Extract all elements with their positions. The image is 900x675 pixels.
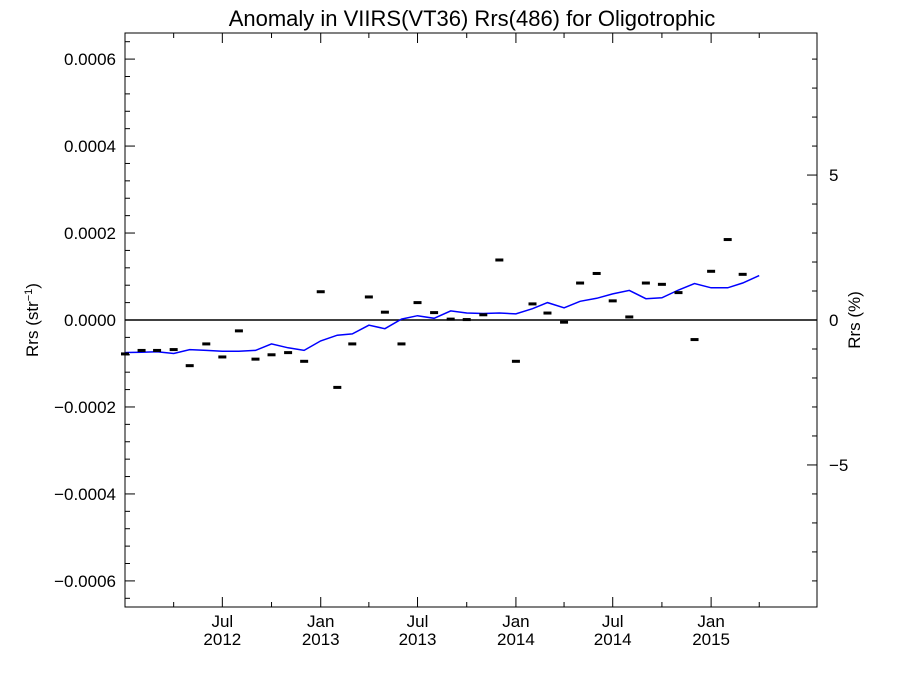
x-tick-month: Jul xyxy=(407,612,429,631)
data-point xyxy=(657,282,666,286)
x-tick-year: 2013 xyxy=(302,630,340,649)
left-tick-label: 0.0004 xyxy=(64,137,116,156)
data-point xyxy=(511,359,520,363)
x-axis: Jul2012Jan2013Jul2013Jan2014Jul2014Jan20… xyxy=(173,33,760,649)
x-tick-year: 2015 xyxy=(692,630,730,649)
left-tick-label: −0.0004 xyxy=(54,485,116,504)
data-point xyxy=(738,272,747,276)
data-point xyxy=(397,342,406,346)
x-tick-year: 2014 xyxy=(497,630,535,649)
data-point xyxy=(543,311,552,315)
right-tick-label: 5 xyxy=(829,166,838,185)
left-axis: 0.0006 0.0004 0.0002 0.0000 −0.0002 −0.0004 −0… xyxy=(54,41,135,599)
data-point xyxy=(430,311,439,315)
data-point xyxy=(234,329,243,333)
x-tick-year: 2014 xyxy=(594,630,632,649)
data-point xyxy=(380,310,389,314)
data-point xyxy=(218,355,227,359)
data-point xyxy=(592,271,601,275)
left-tick-label: 0.0000 xyxy=(64,311,116,330)
data-point xyxy=(707,269,716,273)
data-point xyxy=(462,318,471,322)
data-point xyxy=(300,359,309,363)
data-point xyxy=(137,348,146,352)
data-point xyxy=(674,291,683,295)
anomaly-points xyxy=(121,238,747,389)
left-tick-label: −0.0006 xyxy=(54,572,116,591)
data-point xyxy=(121,352,129,356)
data-point xyxy=(348,342,357,346)
right-axis: 5 0 −5 xyxy=(807,58,848,582)
right-tick-label: 0 xyxy=(829,311,838,330)
left-tick-label: −0.0002 xyxy=(54,398,116,417)
data-point xyxy=(446,317,455,321)
x-tick-month: Jan xyxy=(697,612,724,631)
data-point xyxy=(413,301,422,305)
data-point xyxy=(560,320,569,324)
data-point xyxy=(576,281,585,285)
chart-title: Anomaly in VIIRS(VT36) Rrs(486) for Olig… xyxy=(229,6,716,31)
data-point xyxy=(625,315,634,319)
data-point xyxy=(251,357,260,361)
data-point xyxy=(202,342,211,346)
x-tick-year: 2013 xyxy=(399,630,437,649)
left-tick-label: 0.0002 xyxy=(64,224,116,243)
trend-line xyxy=(124,274,760,355)
data-point xyxy=(185,364,194,368)
data-point xyxy=(316,290,325,294)
y-axis-title-right: Rrs (%) xyxy=(845,291,864,349)
right-tick-label: −5 xyxy=(829,456,848,475)
data-point xyxy=(479,313,488,317)
x-tick-year: 2012 xyxy=(203,630,241,649)
data-point xyxy=(169,348,178,352)
data-point xyxy=(495,258,504,262)
x-tick-month: Jul xyxy=(602,612,624,631)
x-tick-month: Jan xyxy=(307,612,334,631)
data-point xyxy=(284,351,293,355)
y-axis-title-left: Rrs (str−1) xyxy=(23,283,42,357)
data-point xyxy=(641,281,650,285)
data-point xyxy=(528,302,537,306)
data-point xyxy=(608,299,617,303)
data-point xyxy=(723,238,732,242)
data-point xyxy=(333,385,342,389)
left-tick-label: 0.0006 xyxy=(64,50,116,69)
x-tick-month: Jan xyxy=(502,612,529,631)
data-point xyxy=(153,348,162,352)
data-point xyxy=(364,295,373,299)
data-point xyxy=(267,353,276,357)
x-tick-month: Jul xyxy=(211,612,233,631)
data-point xyxy=(690,338,699,342)
